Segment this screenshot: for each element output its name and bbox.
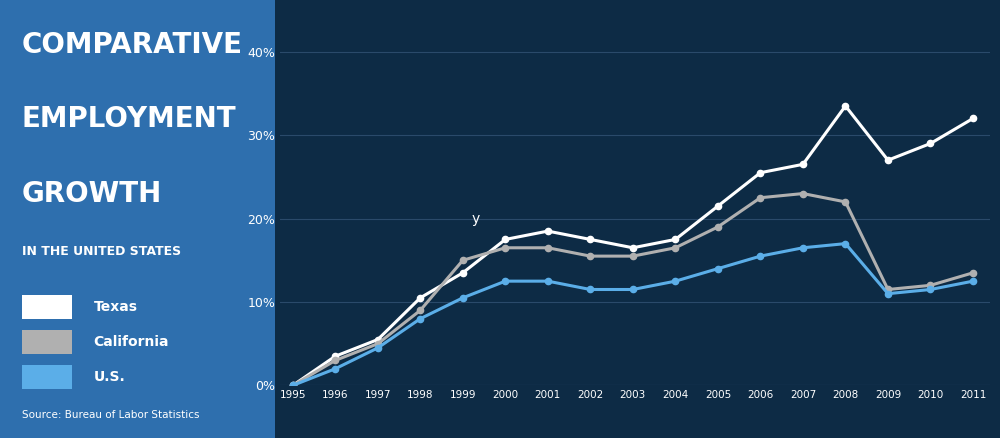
Text: IN THE UNITED STATES: IN THE UNITED STATES — [22, 245, 181, 258]
Text: EMPLOYMENT: EMPLOYMENT — [22, 105, 237, 133]
Text: Texas: Texas — [94, 300, 138, 314]
Text: U.S.: U.S. — [94, 370, 125, 384]
Text: Source: Bureau of Labor Statistics: Source: Bureau of Labor Statistics — [22, 410, 200, 420]
Text: COMPARATIVE: COMPARATIVE — [22, 31, 243, 59]
Text: GROWTH: GROWTH — [22, 180, 162, 208]
FancyBboxPatch shape — [22, 295, 72, 319]
FancyBboxPatch shape — [22, 364, 72, 389]
Text: California: California — [94, 335, 169, 349]
Text: y: y — [471, 212, 480, 226]
FancyBboxPatch shape — [22, 329, 72, 354]
